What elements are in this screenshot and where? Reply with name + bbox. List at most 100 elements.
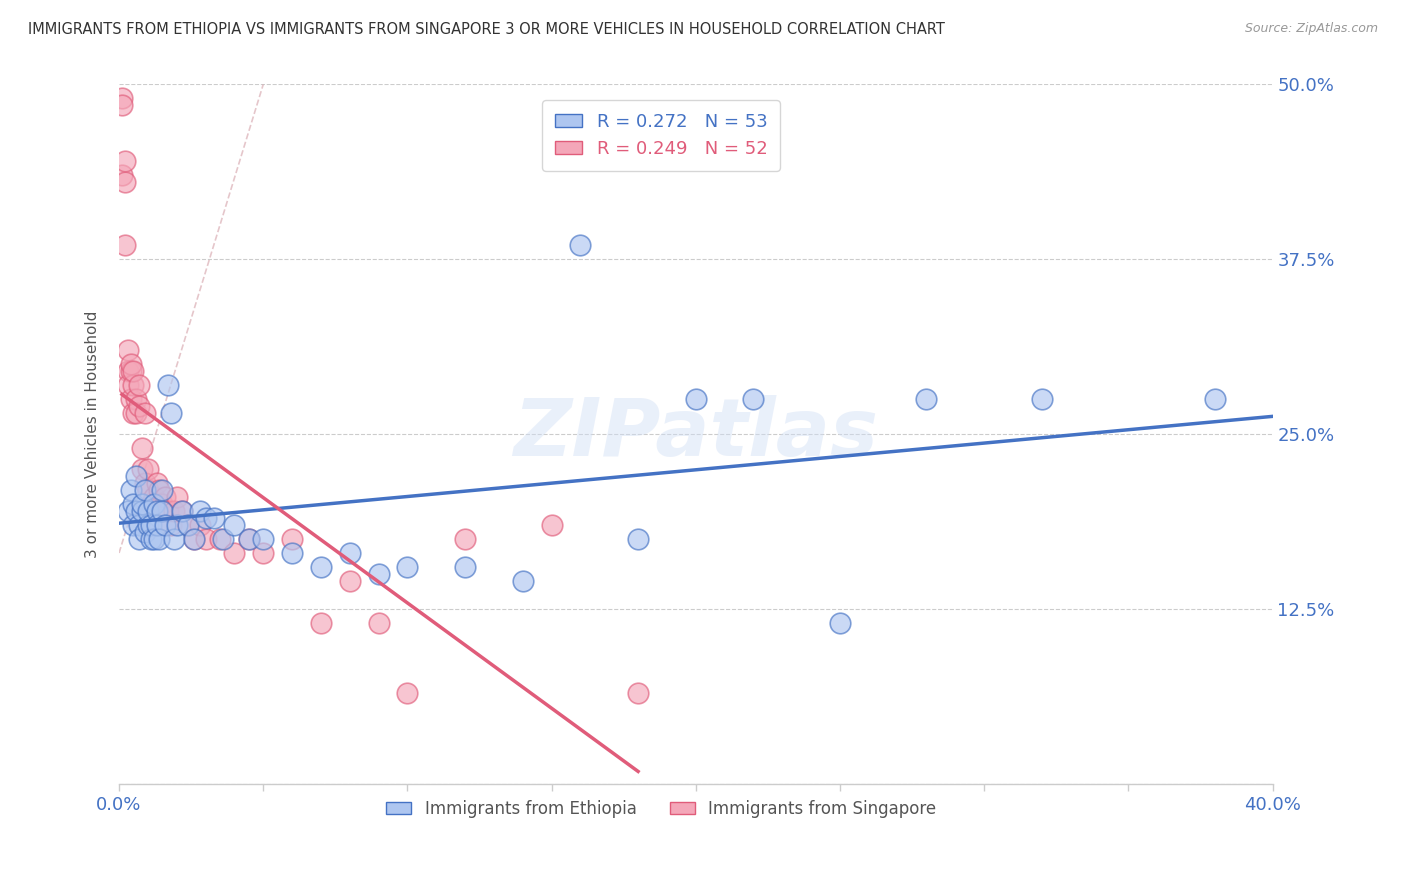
- Point: [238, 532, 260, 546]
- Point: [224, 518, 246, 533]
- Point: [194, 511, 217, 525]
- Point: [117, 378, 139, 392]
- Point: [136, 483, 159, 497]
- Point: [117, 343, 139, 358]
- Point: [120, 357, 142, 371]
- Point: [163, 504, 186, 518]
- Point: [281, 546, 304, 560]
- Point: [136, 462, 159, 476]
- Point: [177, 518, 200, 533]
- Point: [1204, 392, 1226, 406]
- Point: [252, 546, 274, 560]
- Point: [122, 378, 145, 392]
- Point: [150, 483, 173, 497]
- Point: [131, 497, 153, 511]
- Point: [177, 518, 200, 533]
- Point: [569, 238, 592, 252]
- Point: [188, 504, 211, 518]
- Point: [131, 462, 153, 476]
- Point: [125, 406, 148, 420]
- Point: [202, 511, 225, 525]
- Point: [160, 406, 183, 420]
- Point: [122, 364, 145, 378]
- Point: [367, 566, 389, 581]
- Point: [208, 532, 231, 546]
- Point: [685, 392, 707, 406]
- Point: [238, 532, 260, 546]
- Point: [122, 406, 145, 420]
- Point: [145, 504, 167, 518]
- Point: [114, 154, 136, 169]
- Point: [627, 686, 650, 700]
- Point: [145, 518, 167, 533]
- Point: [142, 532, 165, 546]
- Point: [136, 504, 159, 518]
- Text: IMMIGRANTS FROM ETHIOPIA VS IMMIGRANTS FROM SINGAPORE 3 OR MORE VEHICLES IN HOUS: IMMIGRANTS FROM ETHIOPIA VS IMMIGRANTS F…: [28, 22, 945, 37]
- Point: [252, 532, 274, 546]
- Point: [172, 504, 194, 518]
- Point: [188, 518, 211, 533]
- Point: [125, 392, 148, 406]
- Point: [134, 476, 156, 491]
- Point: [131, 504, 153, 518]
- Point: [367, 615, 389, 630]
- Point: [111, 169, 134, 183]
- Point: [828, 615, 851, 630]
- Point: [128, 518, 150, 533]
- Point: [139, 532, 162, 546]
- Point: [396, 686, 419, 700]
- Point: [183, 532, 205, 546]
- Point: [148, 532, 170, 546]
- Point: [339, 546, 361, 560]
- Point: [125, 504, 148, 518]
- Point: [111, 98, 134, 112]
- Point: [120, 392, 142, 406]
- Point: [396, 560, 419, 574]
- Point: [114, 175, 136, 189]
- Point: [131, 441, 153, 455]
- Y-axis label: 3 or more Vehicles in Household: 3 or more Vehicles in Household: [86, 310, 100, 558]
- Text: Source: ZipAtlas.com: Source: ZipAtlas.com: [1244, 22, 1378, 36]
- Point: [166, 518, 188, 533]
- Point: [1031, 392, 1053, 406]
- Point: [153, 518, 176, 533]
- Legend: Immigrants from Ethiopia, Immigrants from Singapore: Immigrants from Ethiopia, Immigrants fro…: [380, 793, 943, 824]
- Point: [142, 497, 165, 511]
- Point: [150, 504, 173, 518]
- Point: [134, 483, 156, 497]
- Point: [183, 532, 205, 546]
- Point: [128, 378, 150, 392]
- Point: [454, 532, 477, 546]
- Point: [117, 364, 139, 378]
- Point: [128, 399, 150, 413]
- Point: [145, 476, 167, 491]
- Point: [540, 518, 562, 533]
- Point: [160, 518, 183, 533]
- Point: [309, 615, 332, 630]
- Point: [128, 532, 150, 546]
- Point: [309, 560, 332, 574]
- Point: [339, 574, 361, 588]
- Point: [172, 504, 194, 518]
- Point: [157, 378, 180, 392]
- Point: [120, 364, 142, 378]
- Point: [627, 532, 650, 546]
- Point: [454, 560, 477, 574]
- Point: [915, 392, 938, 406]
- Point: [136, 518, 159, 533]
- Point: [150, 497, 173, 511]
- Point: [122, 518, 145, 533]
- Point: [117, 504, 139, 518]
- Point: [742, 392, 765, 406]
- Point: [142, 490, 165, 504]
- Point: [212, 532, 235, 546]
- Point: [512, 574, 534, 588]
- Point: [114, 238, 136, 252]
- Point: [281, 532, 304, 546]
- Point: [194, 532, 217, 546]
- Point: [134, 406, 156, 420]
- Point: [139, 497, 162, 511]
- Point: [111, 91, 134, 105]
- Point: [125, 469, 148, 483]
- Point: [134, 524, 156, 539]
